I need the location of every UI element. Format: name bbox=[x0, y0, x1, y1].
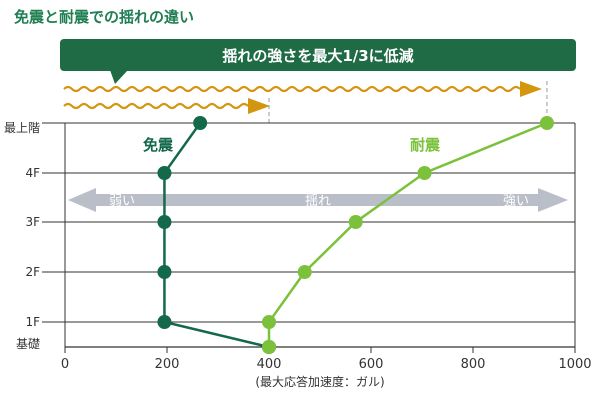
y-tick-label: 3F bbox=[25, 215, 40, 229]
y-tick-label: 1F bbox=[25, 315, 40, 329]
chart-series bbox=[157, 116, 554, 354]
x-tick-label: 1000 bbox=[558, 357, 591, 372]
page-title: 免震と耐震での揺れの違い bbox=[14, 8, 195, 26]
menshin-wave bbox=[63, 102, 249, 110]
data-point bbox=[157, 265, 172, 279]
data-point bbox=[539, 116, 554, 130]
data-point bbox=[262, 340, 276, 354]
y-tick-label: 2F bbox=[25, 265, 40, 279]
data-point bbox=[348, 215, 363, 229]
x-tick-label: 600 bbox=[359, 357, 384, 372]
data-point bbox=[157, 166, 172, 180]
x-tick-label: 800 bbox=[461, 357, 486, 372]
series-line bbox=[163, 122, 270, 349]
data-point bbox=[157, 215, 172, 229]
x-tick-label: 200 bbox=[155, 357, 180, 372]
shaking-waves bbox=[63, 81, 548, 123]
shaking-label: 揺れ bbox=[305, 194, 331, 209]
y-tick-label: 最上階 bbox=[4, 120, 40, 135]
series-label: 免震 bbox=[143, 136, 174, 154]
reduction-banner-text: 揺れの強さを最大1/3に低減 bbox=[222, 47, 413, 65]
strong-label: 強い bbox=[503, 194, 529, 209]
data-point bbox=[297, 265, 312, 279]
data-point bbox=[193, 116, 208, 130]
reduction-banner: 揺れの強さを最大1/3に低減 bbox=[60, 39, 576, 84]
reduction-banner-box bbox=[60, 39, 576, 71]
weak-label: 弱い bbox=[109, 194, 135, 209]
data-point bbox=[157, 315, 172, 329]
series-line bbox=[267, 121, 548, 347]
menshin-wave-head bbox=[248, 98, 270, 114]
reduction-banner-pointer bbox=[110, 70, 128, 84]
x-axis-label: (最大応答加速度：ガル) bbox=[255, 374, 384, 389]
x-tick-label: 400 bbox=[257, 357, 282, 372]
y-tick-label: 4F bbox=[25, 166, 40, 180]
y-tick-label: 基礎 bbox=[16, 337, 40, 351]
data-point bbox=[417, 166, 432, 180]
taishin-wave bbox=[63, 85, 521, 93]
chart-labels: 基礎 1F 2F 3F 4F 最上階 0 200 400 600 800 1000 (最大応答加速度：ガ… bbox=[4, 120, 592, 389]
chart-grid bbox=[42, 122, 576, 353]
series-label: 耐震 bbox=[410, 136, 441, 154]
shaking-strength-arrow-shape bbox=[68, 188, 568, 212]
data-point bbox=[262, 315, 276, 329]
taishin-wave-head bbox=[520, 81, 542, 97]
x-tick-label: 0 bbox=[61, 357, 69, 372]
shaking-strength-arrow: 弱い 揺れ 強い bbox=[68, 188, 568, 212]
